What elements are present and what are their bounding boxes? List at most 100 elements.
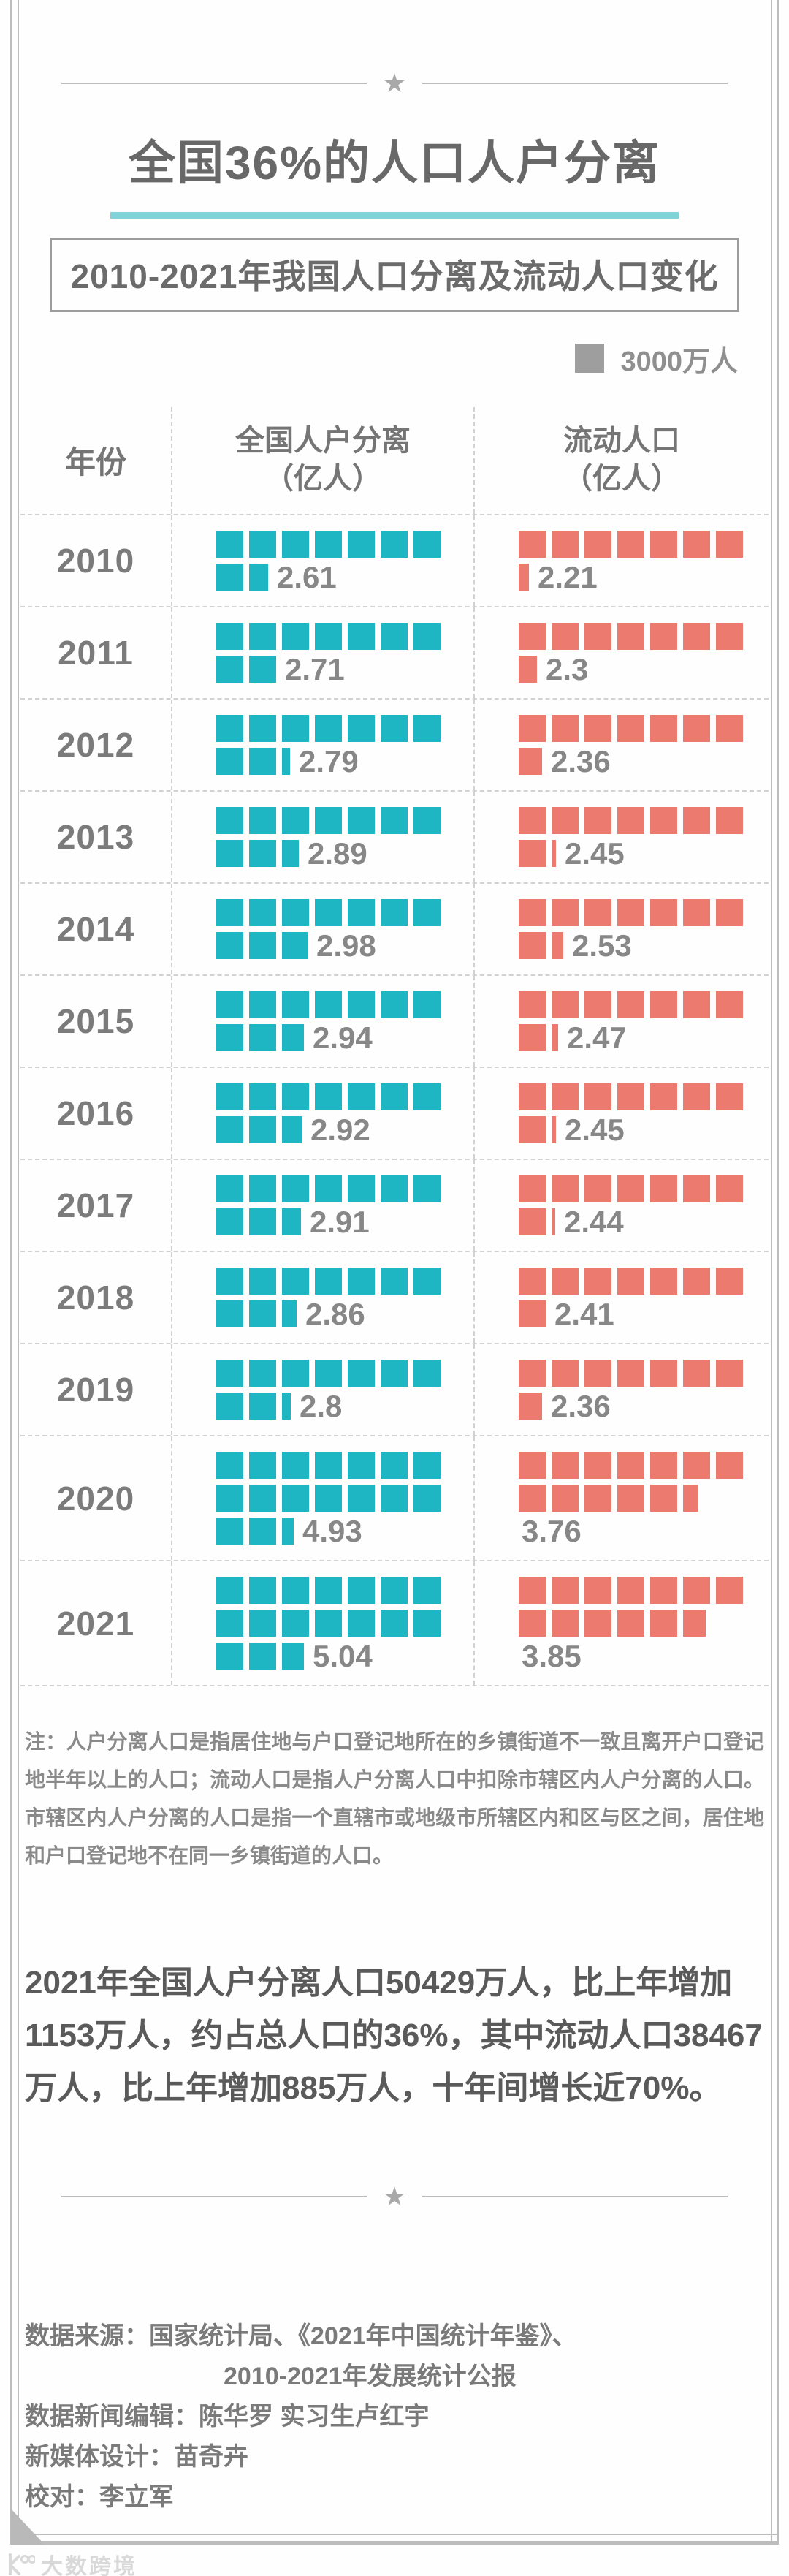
unit-square-icon xyxy=(650,715,677,742)
unit-square-icon xyxy=(584,623,611,650)
partial-unit-square-icon xyxy=(519,748,542,775)
partial-unit-square-icon xyxy=(519,1393,542,1420)
unit-square-icon xyxy=(315,1577,342,1604)
year-label: 2014 xyxy=(56,910,135,948)
unit-square-icon xyxy=(315,1360,342,1387)
legend-square-icon xyxy=(575,344,605,373)
unit-square-icon xyxy=(216,1610,243,1637)
unit-square-icon xyxy=(249,1268,276,1295)
frame-line-left-inner xyxy=(18,0,19,2544)
unit-square-icon xyxy=(315,1175,342,1202)
frame-line-right-outer xyxy=(777,0,779,2544)
unit-square-icon xyxy=(584,1268,611,1295)
unit-square-icon xyxy=(519,1175,546,1202)
unit-square-icon xyxy=(683,899,710,926)
unit-square-icon xyxy=(249,807,276,834)
unit-square-icon xyxy=(552,1452,579,1479)
watermark-logo-icon xyxy=(9,2553,35,2575)
legend-label: 3000万人 xyxy=(620,346,738,377)
proofread-credit: 校对：李立军 xyxy=(25,2483,174,2511)
table-row: 2020 4.93 3.76 xyxy=(20,1436,769,1561)
value-label: 2.79 xyxy=(299,744,359,779)
unit-square-icon xyxy=(216,715,243,742)
star-divider-top: ★ xyxy=(61,0,728,96)
unit-square-icon xyxy=(413,1452,441,1479)
unit-square-icon xyxy=(381,991,408,1018)
column-header-separated: 全国人户分离 （亿人） xyxy=(171,407,473,514)
unit-square-icon xyxy=(282,1485,309,1512)
pictogram: 2.92 xyxy=(216,1083,443,1145)
unit-square-icon xyxy=(650,1485,677,1512)
value-label: 2.47 xyxy=(567,1020,627,1055)
unit-square-icon xyxy=(683,1360,710,1387)
unit-square-icon xyxy=(216,932,243,959)
partial-unit-square-icon xyxy=(282,932,308,959)
divider-line xyxy=(61,2196,367,2197)
unit-square-icon xyxy=(381,1083,408,1110)
unit-square-icon xyxy=(519,899,546,926)
unit-square-icon xyxy=(617,1360,644,1387)
unit-square-icon xyxy=(249,1393,276,1420)
unit-square-icon xyxy=(552,531,579,558)
unit-square-icon xyxy=(519,991,546,1018)
value-label: 2.71 xyxy=(285,652,345,686)
unit-square-icon xyxy=(519,807,546,834)
unit-square-icon xyxy=(315,899,342,926)
unit-square-icon xyxy=(249,932,276,959)
unit-square-icon xyxy=(519,932,546,959)
table-row: 2012 2.79 2.36 xyxy=(20,700,769,792)
unit-square-icon xyxy=(650,1083,677,1110)
column-header-separated-name: 全国人户分离 xyxy=(235,425,411,457)
unit-square-icon xyxy=(584,1610,611,1637)
separated-pictogram-cell: 2.71 xyxy=(171,607,473,698)
footer-credits: 数据来源：国家统计局、《2021年中国统计年鉴》、 2010-2021年发展统计… xyxy=(25,2316,764,2518)
unit-square-icon xyxy=(617,1268,644,1295)
unit-square-icon xyxy=(249,991,276,1018)
column-header-year: 年份 xyxy=(64,444,126,480)
pictogram: 2.3 xyxy=(519,623,745,685)
unit-square-icon xyxy=(216,1485,243,1512)
separated-pictogram-cell: 2.86 xyxy=(171,1252,473,1343)
pictogram: 2.45 xyxy=(519,1083,745,1145)
unit-square-icon xyxy=(381,715,408,742)
unit-square-icon xyxy=(315,807,342,834)
unit-square-icon xyxy=(584,1452,611,1479)
year-label: 2017 xyxy=(56,1186,135,1224)
separated-pictogram-cell: 2.79 xyxy=(171,700,473,790)
data-source-line2: 2010-2021年发展统计公报 xyxy=(224,2363,517,2390)
data-source-line1: 数据来源：国家统计局、《2021年中国统计年鉴》、 xyxy=(25,2322,577,2350)
partial-unit-square-icon xyxy=(282,1024,304,1051)
unit-square-icon xyxy=(650,1452,677,1479)
value-label: 2.53 xyxy=(572,928,632,963)
migrant-pictogram-cell: 2.45 xyxy=(473,792,769,882)
unit-square-icon xyxy=(216,1116,243,1143)
unit-square-icon xyxy=(519,1116,546,1143)
unit-square-icon xyxy=(348,1083,375,1110)
table-row: 2013 2.89 2.45 xyxy=(20,792,769,884)
unit-square-icon xyxy=(249,656,276,683)
partial-unit-square-icon xyxy=(552,1116,556,1143)
unit-square-icon xyxy=(584,1577,611,1604)
partial-unit-square-icon xyxy=(282,1116,302,1143)
unit-square-icon xyxy=(617,991,644,1018)
separated-pictogram-cell: 5.04 xyxy=(171,1561,473,1685)
unit-square-icon xyxy=(249,1300,276,1327)
unit-square-icon xyxy=(282,1452,309,1479)
unit-square-icon xyxy=(216,1452,243,1479)
pictogram: 2.86 xyxy=(216,1268,443,1330)
unit-square-icon xyxy=(282,1083,309,1110)
unit-square-icon xyxy=(413,1268,441,1295)
unit-square-icon xyxy=(584,807,611,834)
unit-square-icon xyxy=(282,1577,309,1604)
unit-square-icon xyxy=(650,1610,677,1637)
year-label: 2013 xyxy=(56,818,135,856)
pictogram: 5.04 xyxy=(216,1577,443,1672)
unit-square-icon xyxy=(519,1452,546,1479)
pictogram: 2.44 xyxy=(519,1175,745,1238)
unit-square-icon xyxy=(216,840,243,867)
unit-square-icon xyxy=(683,991,710,1018)
unit-square-icon xyxy=(315,1452,342,1479)
legend: 3000万人 xyxy=(0,343,738,377)
unit-square-icon xyxy=(519,623,546,650)
value-label: 3.76 xyxy=(522,1514,582,1548)
